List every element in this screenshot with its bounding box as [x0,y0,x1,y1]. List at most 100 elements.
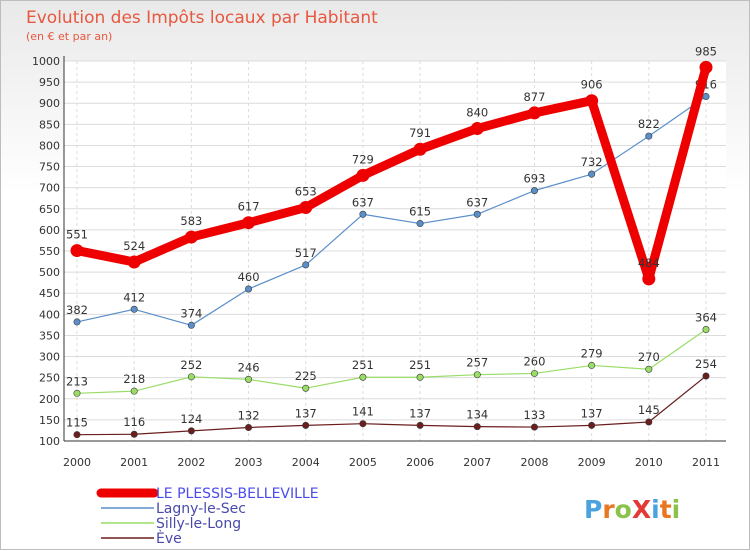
data-point [416,421,424,429]
data-label: 653 [295,185,317,199]
data-label: 213 [66,374,88,388]
x-tick-label: 2011 [692,456,720,469]
data-point [187,321,195,329]
data-label: 251 [352,358,374,372]
data-point [73,318,81,326]
data-label: 732 [581,155,603,169]
data-label: 134 [466,408,488,422]
data-point [245,375,253,383]
data-label: 254 [695,357,717,371]
data-label: 840 [466,106,488,120]
logo-letter: X [632,495,651,524]
data-label: 583 [180,214,202,228]
data-label: 257 [466,356,488,370]
logo-letter: i [672,495,681,524]
x-tick-label: 2003 [235,456,263,469]
data-label: 141 [352,405,374,419]
data-point [359,420,367,428]
y-tick-label: 150 [39,414,60,427]
x-tick-label: 2008 [520,456,548,469]
data-label: 637 [352,195,374,209]
y-tick-label: 400 [39,308,60,321]
data-point [702,372,710,380]
y-tick-label: 300 [39,351,60,364]
data-label: 551 [66,228,88,242]
data-point [702,92,710,100]
logo-letter: o [615,495,632,524]
data-label: 985 [695,44,717,58]
data-point [245,285,253,293]
x-tick-label: 2007 [463,456,491,469]
data-label: 460 [238,270,260,284]
data-label: 124 [180,412,202,426]
data-label: 791 [409,126,431,140]
data-label: 133 [523,408,545,422]
data-label: 279 [581,346,603,360]
series-silly-le-long: 213 218 252 246 225 251 251 257 260 279 270 364 [66,311,717,397]
legend-item: LE PLESSIS-BELLEVILLE [96,486,319,502]
data-point [73,431,81,439]
y-tick-label: 950 [39,76,60,89]
data-point [242,216,256,230]
data-point [299,201,313,215]
data-point [530,369,538,377]
logo-letter: t [660,495,672,524]
logo-letter: i [651,495,660,524]
data-point [302,384,310,392]
data-label: 218 [123,372,145,386]
x-tick-label: 2004 [292,456,320,469]
y-tick-label: 750 [39,161,60,174]
data-label: 524 [123,239,145,253]
y-tick-label: 200 [39,393,60,406]
y-tick-label: 800 [39,139,60,152]
data-point [642,272,656,286]
series-line [76,328,707,394]
data-label: 637 [466,195,488,209]
y-tick-label: 550 [39,245,60,258]
data-label: 137 [295,406,317,420]
data-label: 115 [66,416,88,430]
legend-item: Ève [101,530,182,547]
data-point [588,421,596,429]
y-tick-label: 900 [39,97,60,110]
series--ve: 115 116 124 132 137 141 137 134 133 137 145 254 [66,357,717,439]
data-label: 877 [523,90,545,104]
chart-subtitle: (en € et par an) [26,30,112,43]
y-tick-label: 600 [39,224,60,237]
data-point [359,373,367,381]
data-label: 615 [409,205,431,219]
data-point [530,187,538,195]
proxiti-logo: ProXiti [584,495,680,524]
x-tick-label: 2009 [578,456,606,469]
data-point [645,418,653,426]
data-label: 260 [523,354,545,368]
data-point [473,371,481,379]
logo-letter: P [584,495,602,524]
legend-label: Silly-le-Long [156,516,241,532]
series-le-plessis-belleville: 551 524 583 617 653 729 791 840 877 906 484 985 [66,44,717,286]
data-point [588,170,596,178]
data-point [413,142,427,156]
data-point [470,122,484,136]
data-point [585,94,599,108]
series-line [76,95,707,326]
x-tick-label: 2006 [406,456,434,469]
data-point [416,220,424,228]
y-tick-label: 350 [39,329,60,342]
data-point [130,430,138,438]
logo-text: ProXiti [584,495,680,524]
x-tick-label: 2002 [177,456,205,469]
y-tick-label: 450 [39,287,60,300]
data-point [130,387,138,395]
legend-item: Silly-le-Long [101,516,241,532]
data-label: 484 [638,256,660,270]
data-point [359,210,367,218]
data-point [302,421,310,429]
data-point [645,365,653,373]
data-label: 116 [123,415,145,429]
legend-label: Ève [156,530,182,547]
x-axis: 2000 2001 2002 2003 2004 2005 2006 2007 2008 2009… [63,440,726,469]
legend-label: Lagny-le-Sec [156,501,246,517]
